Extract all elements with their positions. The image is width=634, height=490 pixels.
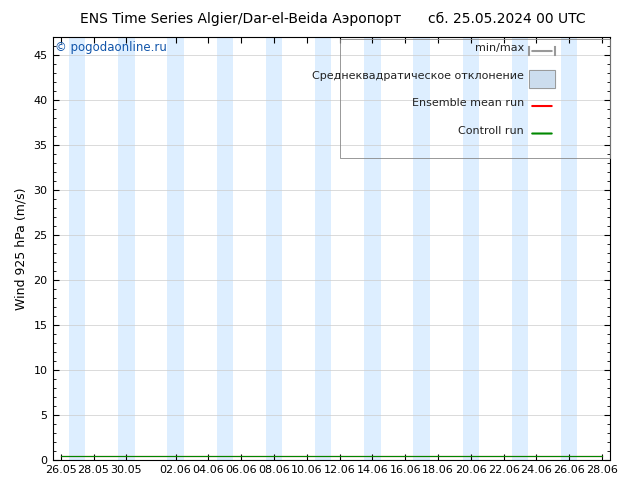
Bar: [364, 37, 380, 460]
Bar: [118, 37, 134, 460]
Text: сб. 25.05.2024 00 UTC: сб. 25.05.2024 00 UTC: [429, 12, 586, 26]
Text: min/max: min/max: [475, 44, 524, 53]
Bar: [315, 37, 332, 460]
Bar: [217, 37, 233, 460]
Bar: [266, 37, 282, 460]
Text: Controll run: Controll run: [458, 126, 524, 136]
Bar: [561, 37, 578, 460]
Bar: [512, 37, 528, 460]
Text: Среднеквадратическое отклонение: Среднеквадратическое отклонение: [312, 71, 524, 81]
Bar: [463, 37, 479, 460]
Bar: [529, 70, 555, 88]
Bar: [340, 39, 611, 158]
Bar: [167, 37, 184, 460]
Text: © pogodaonline.ru: © pogodaonline.ru: [55, 41, 167, 54]
Bar: [529, 70, 555, 88]
Bar: [69, 37, 86, 460]
Y-axis label: Wind 925 hPa (m/s): Wind 925 hPa (m/s): [15, 187, 28, 310]
Text: ENS Time Series Algier/Dar-el-Beida Аэропорт: ENS Time Series Algier/Dar-el-Beida Аэро…: [81, 12, 401, 26]
Text: Ensemble mean run: Ensemble mean run: [411, 98, 524, 108]
Bar: [413, 37, 430, 460]
